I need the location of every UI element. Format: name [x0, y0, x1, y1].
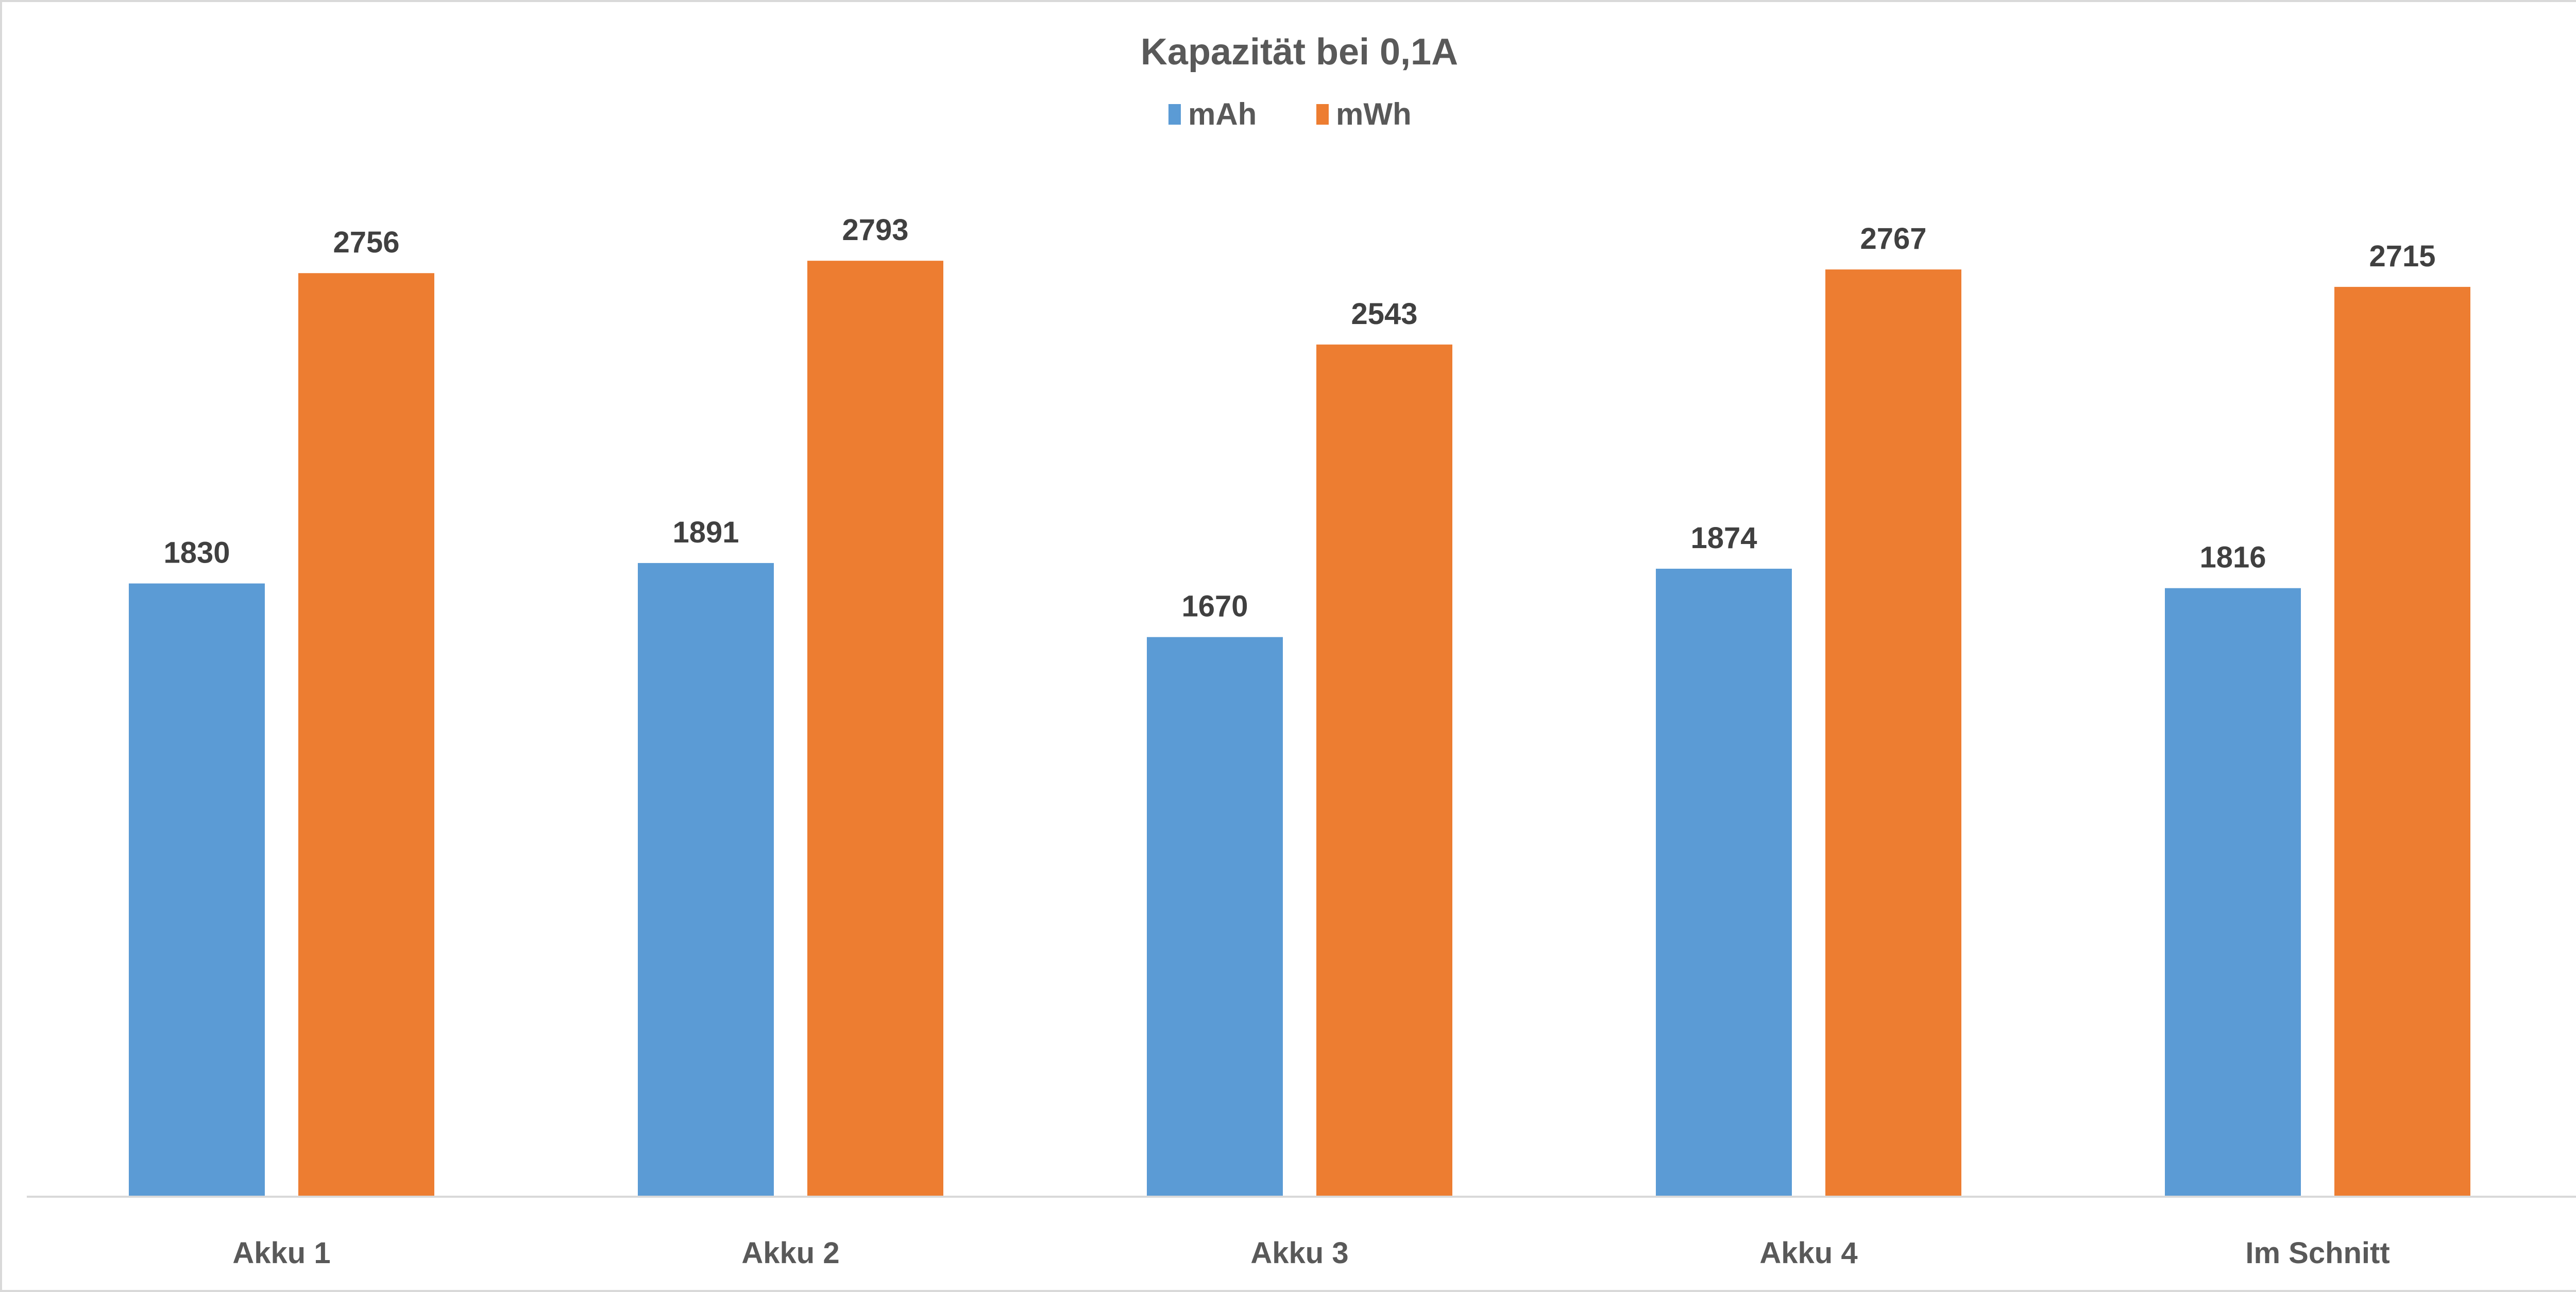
category-label: Akku 2 — [741, 1236, 839, 1270]
data-label: 2767 — [1860, 222, 1926, 256]
data-label: 2756 — [333, 226, 399, 259]
legend-swatch-mwh — [1316, 104, 1329, 125]
bar-mah — [1656, 568, 1792, 1197]
bar-mwh — [1316, 344, 1452, 1197]
legend: mAh mWh — [1168, 97, 1412, 131]
category-labels: Akku 1 Akku 2 Akku 3 Akku 4 Im Schnitt — [232, 1236, 2389, 1270]
data-label: 2715 — [2369, 240, 2435, 273]
category-label: Im Schnitt — [2245, 1236, 2389, 1270]
bar-mah — [1147, 637, 1283, 1197]
bar-mah — [129, 583, 265, 1197]
category-label: Akku 1 — [232, 1236, 330, 1270]
data-label: 1830 — [163, 536, 230, 570]
bar-mwh — [298, 273, 434, 1197]
bar-mwh — [2334, 286, 2470, 1197]
category-label: Akku 4 — [1759, 1236, 1857, 1270]
data-label: 1891 — [672, 516, 739, 549]
bars: 1830 2756 1891 2793 1670 2543 1874 2767 1816 2715 — [129, 213, 2470, 1197]
bar-mwh — [1825, 269, 1961, 1197]
bar-mah — [2165, 588, 2301, 1197]
data-label: 1816 — [2199, 541, 2266, 574]
legend-label-mah: mAh — [1188, 97, 1257, 131]
category-label: Akku 3 — [1250, 1236, 1348, 1270]
bar-mah — [638, 563, 774, 1197]
legend-label-mwh: mWh — [1336, 97, 1412, 131]
legend-swatch-mah — [1168, 104, 1181, 125]
data-label: 2543 — [1351, 297, 1417, 331]
bar-mwh — [807, 261, 943, 1197]
chart-title: Kapazität bei 0,1A — [1141, 31, 1458, 73]
data-label: 1670 — [1181, 590, 1248, 623]
data-label: 2793 — [842, 213, 908, 247]
data-label: 1874 — [1690, 521, 1757, 555]
